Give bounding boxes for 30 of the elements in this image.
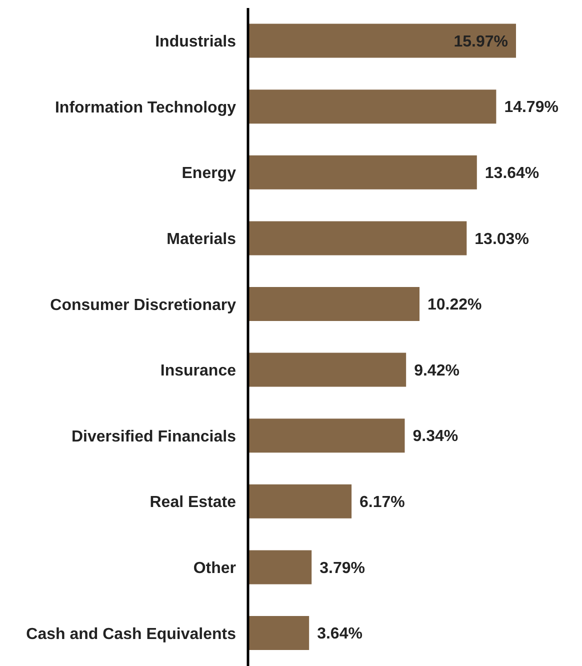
bar [248, 24, 516, 58]
data-label: 3.64% [317, 626, 362, 643]
y-tick-label: Insurance [160, 362, 236, 380]
y-tick-label: Real Estate [150, 494, 236, 512]
y-tick-label: Diversified Financials [71, 428, 236, 446]
bar [248, 155, 477, 190]
bar [248, 550, 312, 584]
y-tick-label: Industrials [155, 34, 236, 51]
data-label: 3.79% [320, 560, 365, 577]
y-tick-label: Consumer Discretionary [50, 296, 236, 314]
bar [248, 616, 310, 650]
bar [248, 418, 405, 453]
data-label: 14.79% [504, 99, 558, 116]
data-label: 10.22% [428, 296, 482, 314]
bar [248, 221, 467, 256]
bar [248, 484, 352, 518]
bar [248, 286, 420, 321]
bar [248, 90, 496, 124]
data-label: 13.64% [484, 164, 540, 182]
data-label: 9.42% [414, 362, 460, 380]
y-tick-label: Cash and Cash Equivalents [26, 626, 236, 643]
data-label: 13.03% [474, 230, 529, 248]
y-tick-label: Materials [166, 230, 236, 248]
y-tick-label: Energy [182, 165, 236, 182]
data-label: 15.97% [454, 33, 508, 50]
data-label: 6.17% [360, 494, 405, 511]
bar [248, 352, 406, 387]
y-tick-label: Information Technology [54, 99, 236, 116]
data-label: 9.34% [412, 428, 458, 446]
y-tick-label: Other [193, 560, 236, 577]
